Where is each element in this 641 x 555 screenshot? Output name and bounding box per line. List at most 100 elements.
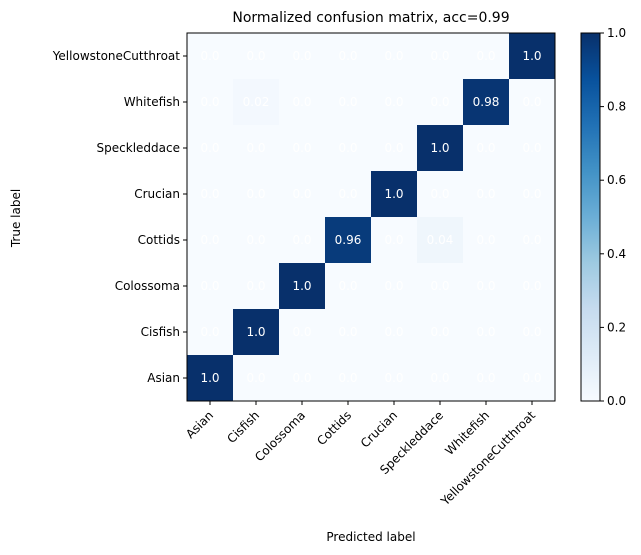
y-tick-label: Cottids [138,233,180,247]
heatmap-cells [187,33,555,401]
cell-value-label: 1.0 [384,187,403,201]
heatmap-cell [371,33,417,79]
heatmap-cell [325,355,371,401]
cell-value-label: 1.0 [522,49,541,63]
heatmap-cell [325,33,371,79]
cell-value-label: 0.0 [430,95,449,109]
heatmap-cell [279,355,325,401]
colorbar-ticks: 0.0 0.2 0.4 0.6 0.8 1.0 [600,26,626,408]
cell-value-label: 0.0 [476,279,495,293]
cell-value-label: 0.0 [338,141,357,155]
heatmap-cell [371,309,417,355]
cell-value-label: 0.0 [338,49,357,63]
cell-value-label: 0.0 [384,141,403,155]
heatmap-cell [509,309,555,355]
heatmap-cell [279,171,325,217]
y-axis-ticks: YellowstoneCutthroat Whitefish Speckleddac… [52,49,187,385]
heatmap-cell [279,33,325,79]
cell-value-label: 0.0 [338,95,357,109]
cell-value-label: 0.0 [246,141,265,155]
heatmap-cell [279,125,325,171]
heatmap-cell [417,33,463,79]
heatmap-cell [279,217,325,263]
y-tick-label: Asian [147,371,180,385]
heatmap-cell [325,171,371,217]
heatmap-cell [233,263,279,309]
heatmap-cell [233,355,279,401]
plot-frame [186,32,556,402]
cell-value-label: 0.0 [476,325,495,339]
cell-value-label: 0.0 [522,279,541,293]
heatmap-cell [233,79,279,125]
cell-value-label: 0.98 [473,95,500,109]
heatmap-cell [233,217,279,263]
heatmap-cell [417,125,463,171]
heatmap-cell [325,217,371,263]
y-tick-label: Speckleddace [97,141,180,155]
cell-value-label: 1.0 [200,371,219,385]
heatmap-cell [509,125,555,171]
heatmap-cell [509,171,555,217]
colorbar-tick-label: 0.8 [607,100,626,114]
heatmap-cell [463,263,509,309]
x-tick-label: Asian [183,408,216,441]
heatmap-cell [463,309,509,355]
heatmap-cell [463,355,509,401]
cell-value-label: 0.0 [246,233,265,247]
heatmap-cell [463,33,509,79]
heatmap-cell [417,355,463,401]
colorbar-tick-label: 0.2 [607,320,626,334]
y-axis-label: True label [9,189,23,248]
cell-value-label: 0.0 [200,49,219,63]
cell-value-label: 0.0 [338,371,357,385]
cell-value-label: 0.0 [246,371,265,385]
heatmap-cell [417,171,463,217]
cell-value-label: 0.96 [335,233,362,247]
cell-value-label: 0.0 [292,233,311,247]
cell-value-label: 0.0 [246,49,265,63]
y-tick-label: YellowstoneCutthroat [52,49,181,63]
colorbar-tick-label: 1.0 [607,26,626,40]
heatmap-cell-labels: 0.0 0.0 0.0 0.0 0.0 0.0 0.0 1.0 0.0 0.02 0.0 0.0 0.0… [200,49,541,385]
heatmap-cell [509,217,555,263]
cell-value-label: 0.0 [338,325,357,339]
cell-value-label: 0.0 [430,187,449,201]
cell-value-label: 0.0 [430,325,449,339]
heatmap-cell [371,217,417,263]
heatmap-cell [187,309,233,355]
x-axis-label: Predicted label [326,530,415,544]
heatmap-cell [463,217,509,263]
heatmap-cell [417,263,463,309]
cell-value-label: 0.0 [522,233,541,247]
cell-value-label: 0.0 [246,279,265,293]
cell-value-label: 0.0 [292,141,311,155]
cell-value-label: 0.0 [200,187,219,201]
x-tick-label: Crucian [358,408,400,450]
heatmap-cell [371,125,417,171]
heatmap-cell [279,79,325,125]
cell-value-label: 0.0 [476,187,495,201]
heatmap-cell [509,33,555,79]
cell-value-label: 1.0 [430,141,449,155]
cell-value-label: 0.0 [522,371,541,385]
cell-value-label: 0.0 [430,371,449,385]
heatmap-cell [187,355,233,401]
cell-value-label: 0.0 [476,233,495,247]
heatmap-cell [463,171,509,217]
x-tick-label: YellowstoneCutthroat [437,408,538,509]
heatmap-cell [233,309,279,355]
colorbar-tick-label: 0.6 [607,173,626,187]
heatmap-cell [233,125,279,171]
heatmap-cell [187,171,233,217]
heatmap-cell [463,79,509,125]
cell-value-label: 0.0 [522,95,541,109]
cell-value-label: 0.0 [292,187,311,201]
cell-value-label: 0.0 [476,49,495,63]
heatmap-cell [187,33,233,79]
heatmap-cell [417,217,463,263]
heatmap-cell [233,171,279,217]
cell-value-label: 0.0 [384,49,403,63]
cell-value-label: 0.04 [427,233,454,247]
